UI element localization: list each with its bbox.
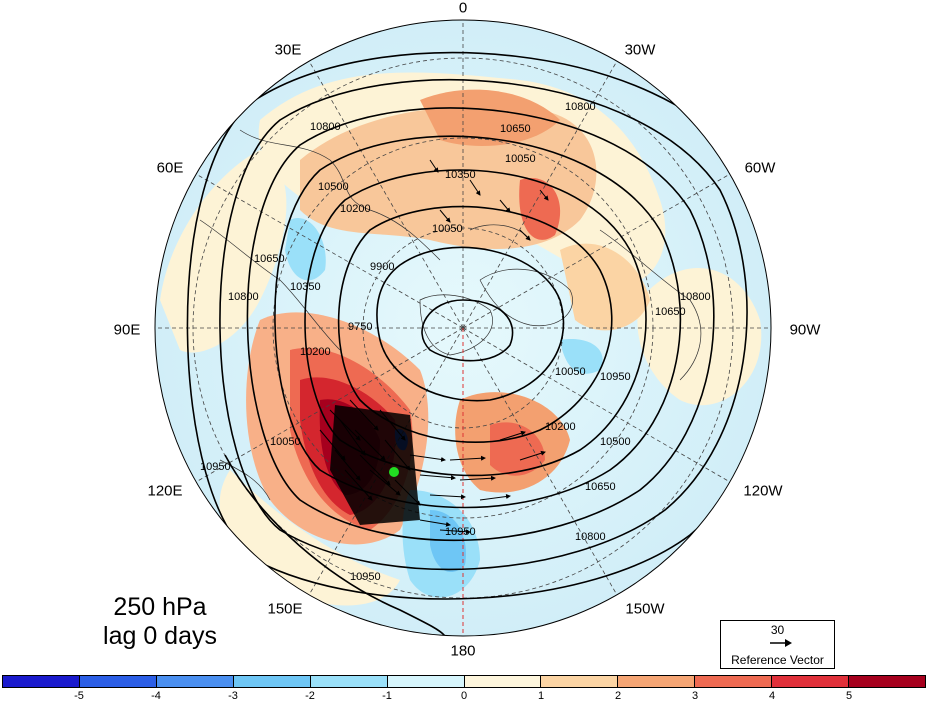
contour-label: 10500 <box>318 181 349 193</box>
reference-arrow-icon <box>770 639 792 647</box>
height-contours <box>186 51 771 636</box>
colorbar-tick-label: -5 <box>74 690 84 702</box>
colorbar-segment <box>849 676 926 687</box>
pressure-level-label: 250 hPa <box>113 593 207 621</box>
contour-label: 10050 <box>432 223 463 235</box>
colorbar-segment <box>541 676 619 687</box>
contour-label: 10050 <box>505 153 536 165</box>
colorbar-tick-label: 3 <box>691 690 699 702</box>
contour-label: 10050 <box>555 366 586 378</box>
contour-label: 10950 <box>350 571 381 583</box>
colorbar <box>2 675 926 688</box>
lon-label-150e: 150E <box>267 600 303 618</box>
lon-label-150w: 150W <box>625 600 665 618</box>
colorbar-tick-label: 0 <box>460 690 468 702</box>
colorbar-segment <box>464 676 542 687</box>
colorbar-tick-label: -4 <box>151 690 161 702</box>
colorbar-tick-label: -2 <box>305 690 315 702</box>
contour-label: 10350 <box>290 281 321 293</box>
contour-label: 10950 <box>445 526 476 538</box>
contour-label: 10650 <box>500 123 531 135</box>
colorbar-segment <box>387 676 465 687</box>
reference-vector-box: 30 Reference Vector <box>720 620 835 669</box>
lon-label-90e: 90E <box>113 321 141 339</box>
base-point-marker <box>389 467 399 477</box>
contour-label: 10800 <box>228 291 259 303</box>
contour-label: 10050 <box>270 436 301 448</box>
contour-label: 9900 <box>370 261 394 273</box>
contour-label: 10200 <box>300 346 331 358</box>
coastlines <box>199 129 702 501</box>
contour-label: 10650 <box>655 306 686 318</box>
lon-label-0: 0 <box>458 0 468 17</box>
contour-label: 10800 <box>310 121 341 133</box>
lon-label-90w: 90W <box>789 321 821 339</box>
contour-label: 10200 <box>545 421 576 433</box>
map-border <box>154 19 772 637</box>
contour-label: 10200 <box>340 203 371 215</box>
contour-labels: 10800 10650 10800 10500 10350 10050 1020… <box>200 101 711 583</box>
contour-label: 10950 <box>600 371 631 383</box>
map-title: 250 hPa lag 0 days <box>85 593 235 651</box>
colorbar-segment <box>233 676 311 687</box>
contour-label: 10800 <box>680 291 711 303</box>
lon-label-30w: 30W <box>624 41 656 59</box>
colorbar-segment <box>310 676 388 687</box>
contour-label: 9750 <box>348 321 372 333</box>
colorbar-tick-label: -3 <box>228 690 238 702</box>
colorbar-segment <box>618 676 696 687</box>
contour-label: 10800 <box>575 531 606 543</box>
lon-label-180: 180 <box>450 642 476 660</box>
lon-label-30e: 30E <box>274 41 302 59</box>
colorbar-segment <box>156 676 234 687</box>
contour-label: 10650 <box>585 481 616 493</box>
reference-vector-value: 30 <box>770 623 785 637</box>
shading-layer <box>155 20 771 636</box>
colorbar-tick-label: -1 <box>382 690 392 702</box>
lag-label: lag 0 days <box>103 622 217 650</box>
contour-label: 10800 <box>565 101 596 113</box>
lon-label-60e: 60E <box>156 159 184 177</box>
colorbar-tick-label: 1 <box>537 690 545 702</box>
colorbar-segment <box>772 676 850 687</box>
colorbar-segment <box>695 676 773 687</box>
contour-label: 10500 <box>600 436 631 448</box>
lon-label-60w: 60W <box>744 159 776 177</box>
colorbar-tick-label: 2 <box>614 690 622 702</box>
colorbar-tick-label: 4 <box>768 690 776 702</box>
reference-vector-label: Reference Vector <box>731 653 824 667</box>
colorbar-segment <box>3 676 80 687</box>
contour-label: 10950 <box>200 461 231 473</box>
contour-label: 10350 <box>445 169 476 181</box>
colorbar-tick-label: 5 <box>845 690 853 702</box>
lon-label-120e: 120E <box>147 482 183 500</box>
lon-label-120w: 120W <box>743 482 783 500</box>
colorbar-segment <box>79 676 157 687</box>
dense-vector-field <box>330 405 420 525</box>
contour-label: 10650 <box>254 253 285 265</box>
